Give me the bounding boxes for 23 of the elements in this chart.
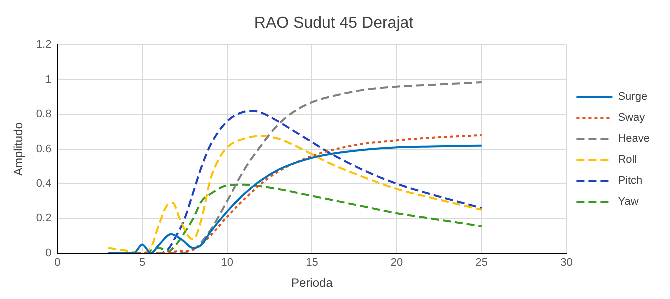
y-tick-label: 1 [46, 74, 52, 86]
x-tick-label: 20 [390, 257, 404, 270]
y-tick-label: 0.2 [36, 212, 52, 225]
legend-label: Heave [618, 133, 650, 146]
legend-label: Roll [618, 154, 638, 166]
y-tick-label: 0.8 [36, 108, 52, 121]
y-tick-label: 0.6 [36, 143, 52, 156]
x-axis-title: Perioda [292, 276, 334, 290]
x-tick-label: 30 [560, 257, 573, 270]
y-tick-label: 0 [46, 247, 52, 260]
y-tick-label: 0.4 [36, 178, 52, 190]
x-tick-label: 10 [221, 257, 234, 270]
y-tick-label: 1.2 [36, 39, 52, 52]
legend-label: Yaw [618, 196, 639, 208]
y-axis-title: Amplitudo [12, 122, 26, 176]
legend-label: Sway [618, 112, 646, 124]
legend-label: Surge [618, 91, 648, 104]
x-tick-label: 0 [54, 257, 61, 270]
chart-title: RAO Sudut 45 Derajat [254, 15, 414, 32]
x-tick-label: 5 [139, 257, 146, 270]
x-tick-label: 25 [476, 257, 488, 270]
x-tick-label: 15 [306, 257, 318, 270]
legend-label: Pitch [618, 175, 643, 188]
